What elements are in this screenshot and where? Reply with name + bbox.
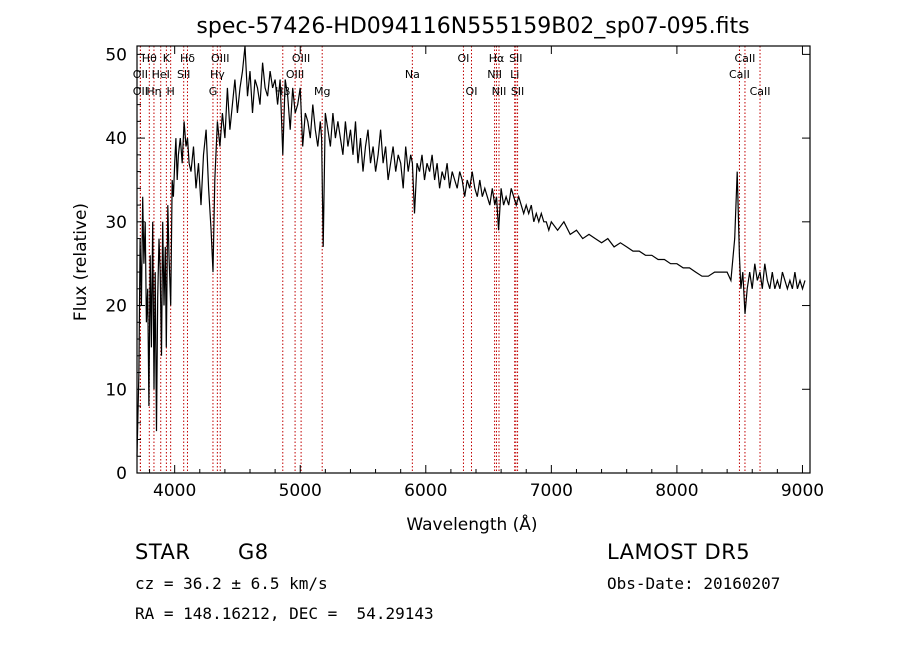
line-label: OIII — [211, 52, 229, 65]
y-tick-label: 0 — [116, 464, 127, 484]
line-label: OIII — [292, 52, 310, 65]
line-label: G — [209, 85, 218, 98]
line-label: K — [163, 52, 171, 65]
line-label: NII — [487, 68, 502, 81]
line-label: SII — [509, 52, 522, 65]
x-axis-label: Wavelength (Å) — [406, 513, 537, 535]
line-label: NII — [492, 85, 507, 98]
x-tick-label: 9000 — [781, 481, 824, 501]
coordinates-info: RA = 148.16212, DEC = 54.29143 — [135, 604, 434, 623]
line-label: CaII — [729, 68, 750, 81]
line-label: Hγ — [210, 68, 225, 81]
y-tick-label: 50 — [105, 45, 127, 65]
line-label: Na — [405, 68, 420, 81]
line-label: CaII — [734, 52, 755, 65]
object-subclass: G8 — [238, 540, 269, 564]
line-label: OI — [466, 85, 478, 98]
line-label: SII — [177, 68, 190, 81]
line-label: Mg — [314, 85, 330, 98]
line-markers — [139, 46, 761, 473]
redshift-info: cz = 36.2 ± 6.5 km/s — [135, 574, 328, 593]
plot-frame — [136, 45, 811, 474]
y-tick-label: 40 — [105, 129, 127, 149]
y-tick-label: 20 — [105, 297, 127, 317]
line-label: Li — [510, 68, 519, 81]
line-label: OI — [458, 52, 470, 65]
line-label: SII — [511, 85, 524, 98]
line-label: HeI — [152, 68, 170, 81]
y-tick-label: 30 — [105, 213, 127, 233]
line-label: OIII — [286, 68, 304, 81]
x-tick-label: 4000 — [153, 481, 196, 501]
line-label: Hη — [146, 85, 161, 98]
line-label: Hα — [489, 52, 505, 65]
y-tick-label: 10 — [105, 380, 127, 400]
spectrum-line — [136, 45, 806, 457]
line-label: Hδ — [180, 52, 195, 65]
y-axis-label: Flux (relative) — [71, 203, 91, 321]
y-axis: 0 10 20 30 40 50 — [105, 45, 810, 484]
line-label: OII — [133, 68, 148, 81]
observation-date: Obs-Date: 20160207 — [607, 574, 781, 593]
x-tick-label: 7000 — [530, 481, 573, 501]
object-class: STAR — [135, 540, 191, 564]
x-axis: 4000 5000 6000 7000 8000 9000 — [149, 46, 824, 501]
line-label: H — [167, 85, 175, 98]
chart-title: spec-57426-HD094116N555159B02_sp07-095.f… — [196, 14, 749, 39]
survey-name: LAMOST DR5 — [607, 540, 751, 564]
x-tick-label: 5000 — [279, 481, 322, 501]
line-label: Hθ — [142, 52, 157, 65]
line-label: CaII — [750, 85, 771, 98]
x-tick-label: 6000 — [404, 481, 447, 501]
x-tick-label: 8000 — [655, 481, 698, 501]
